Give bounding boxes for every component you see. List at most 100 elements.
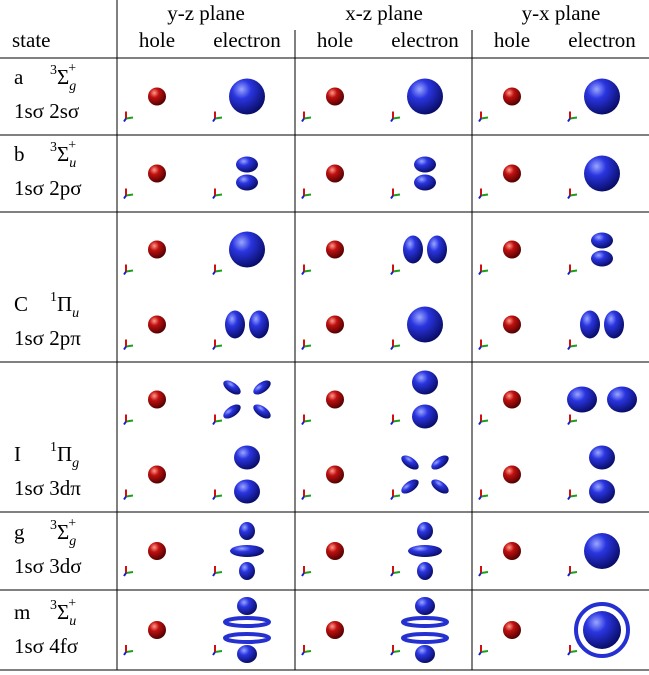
axis-icon [214, 116, 223, 120]
electron-lobe [223, 380, 241, 395]
axis-icon [567, 194, 571, 200]
group-header: x-z plane [345, 1, 423, 25]
electron-lobe [229, 78, 265, 115]
electron-lobe [580, 310, 600, 339]
electron-lobe [253, 404, 271, 419]
state-letter: I [14, 442, 21, 466]
state-letter: a [14, 65, 24, 89]
term-symbol: 3Σg + [50, 61, 76, 94]
axis-icon [301, 117, 305, 123]
axis-icon [478, 117, 482, 123]
header-state: state [12, 28, 50, 52]
axis-icon [125, 571, 134, 574]
state-letter: b [14, 142, 25, 166]
reflection: + [68, 138, 76, 153]
axis-icon [214, 269, 223, 273]
axis-icon [214, 419, 223, 423]
hole-orbital [326, 542, 344, 560]
axis-icon [123, 495, 127, 501]
term: Σ [57, 142, 69, 166]
electron-lobe [401, 455, 419, 470]
electron-header: electron [213, 28, 281, 52]
axis-icon [478, 420, 482, 426]
axis-icon [567, 495, 571, 501]
axis-icon [480, 269, 489, 273]
axis-icon [301, 651, 305, 656]
axis-icon [390, 194, 394, 200]
state-letter: C [14, 292, 28, 316]
term-symbol: 3Σu + [50, 138, 76, 171]
axis-icon [478, 572, 482, 577]
parity: g [69, 534, 76, 549]
electron-lobe [408, 545, 442, 557]
electron-lobe [414, 174, 436, 191]
axis-icon [569, 571, 578, 574]
axis-icon [567, 572, 571, 577]
term-symbol: 3Σg + [50, 516, 76, 549]
axis-icon [390, 495, 394, 501]
hole-orbital [503, 164, 521, 183]
axis-icon [212, 651, 216, 656]
electron-lobe [584, 155, 620, 192]
electron-lobe [431, 455, 449, 470]
hole-orbital [503, 87, 521, 106]
hole-orbital [148, 621, 166, 639]
axis-icon [303, 571, 312, 574]
axis-icon [123, 572, 127, 577]
axis-icon [392, 419, 401, 423]
multiplicity: 1 [50, 440, 57, 455]
parity: u [69, 614, 76, 629]
electron-lobe [427, 235, 447, 264]
configuration: 1sσ 2sσ [14, 99, 79, 123]
axis-icon [303, 269, 312, 273]
electron-lobe [414, 156, 436, 173]
axis-icon [480, 571, 489, 574]
term: Σ [57, 600, 69, 624]
electron-lobe [230, 545, 264, 557]
parity: g [72, 456, 79, 471]
multiplicity: 1 [50, 290, 57, 305]
axis-icon [123, 345, 127, 351]
electron-lobe [417, 522, 433, 540]
axis-icon [301, 420, 305, 426]
axis-icon [478, 495, 482, 501]
electron-lobe [229, 231, 265, 268]
axis-icon [301, 345, 305, 351]
axis-icon [301, 194, 305, 200]
electron-lobe [237, 645, 257, 663]
axis-icon [567, 651, 571, 656]
electron-lobe [234, 445, 260, 470]
axis-icon [303, 650, 312, 653]
axis-icon [212, 345, 216, 351]
axis-icon [301, 495, 305, 501]
reflection: + [68, 596, 76, 611]
electron-ring [401, 616, 449, 628]
electron-ring [223, 632, 271, 644]
axis-icon [567, 345, 571, 351]
axis-icon [392, 571, 401, 574]
electron-lobe [239, 562, 255, 580]
hole-orbital [503, 465, 521, 484]
term: Π [57, 292, 72, 316]
axis-icon [478, 194, 482, 200]
axis-icon [123, 420, 127, 426]
electron-lobe [583, 611, 621, 649]
axis-icon [390, 572, 394, 577]
axis-icon [567, 270, 571, 276]
electron-lobe [236, 174, 258, 191]
term: Σ [57, 520, 69, 544]
electron-lobe [567, 386, 597, 413]
multiplicity: 3 [50, 140, 57, 155]
hole-header: hole [494, 28, 530, 52]
electron-lobe [589, 479, 615, 504]
electron-lobe [431, 479, 449, 494]
electron-lobe [249, 310, 269, 339]
hole-orbital [326, 315, 344, 334]
axis-icon [392, 193, 401, 197]
electron-lobe [584, 78, 620, 115]
electron-lobe [407, 78, 443, 115]
term: Σ [57, 65, 69, 89]
axis-icon [303, 419, 312, 423]
